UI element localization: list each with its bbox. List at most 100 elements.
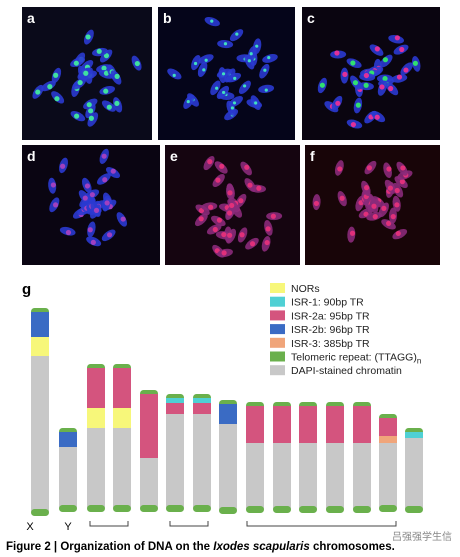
chromosome-segment (273, 406, 291, 443)
telomere (59, 505, 77, 512)
signal (363, 82, 369, 88)
chromosome-segment (193, 403, 211, 414)
legend-label: ISR-2b: 96bp TR (291, 324, 370, 336)
panel-label: b (163, 10, 172, 26)
signal (364, 185, 370, 191)
legend-label: ISR-3: 385bp TR (291, 338, 370, 350)
signal (313, 200, 320, 207)
signal (53, 72, 59, 78)
signal (349, 230, 356, 236)
signal (74, 113, 80, 119)
legend-swatch (270, 365, 285, 376)
signal (47, 84, 53, 90)
signal (172, 73, 176, 77)
signal (270, 213, 276, 219)
chromosome-segment (219, 424, 237, 510)
signal (342, 71, 348, 77)
signal (215, 86, 219, 90)
panel-label: f (310, 148, 315, 164)
signal (265, 226, 271, 232)
signal (264, 239, 270, 246)
chromosome-segment (379, 418, 397, 436)
legend-label: Telomeric repeat: (TTAGG)n (291, 352, 421, 366)
signal (390, 214, 396, 220)
telomere (299, 506, 317, 513)
chromosome-segment (193, 414, 211, 508)
signal (256, 185, 262, 191)
chromosome-segment (379, 436, 397, 443)
signal (110, 168, 116, 174)
signal (82, 195, 88, 201)
signal (235, 32, 239, 36)
caption-text: Figure 2 | Organization of DNA on the (6, 541, 213, 553)
panel-label: g (22, 281, 31, 298)
signal (238, 198, 244, 204)
chromosome-segment (246, 406, 264, 443)
panel-label: c (307, 10, 315, 26)
signal (60, 163, 66, 169)
chromosome-segment (299, 443, 317, 509)
telomere (273, 506, 291, 513)
legend-text: ISR-3: 385bp TR (291, 338, 370, 350)
legend-text: DAPI-stained chromatin (291, 365, 402, 377)
telomere (379, 505, 397, 512)
legend-swatch (270, 324, 285, 335)
chromosome-segment (113, 368, 131, 408)
signal (227, 232, 233, 238)
signal (54, 96, 60, 102)
signal (90, 239, 96, 245)
telomere (140, 505, 158, 512)
signal (267, 55, 271, 60)
chromosome-segment (353, 406, 371, 443)
signal (226, 210, 233, 216)
legend-text: Telomeric repeat: (TTAGG) (291, 352, 417, 364)
signal (73, 60, 79, 66)
signal (255, 44, 259, 48)
chromosome-segment (193, 398, 211, 403)
signal (86, 102, 92, 108)
telomere (87, 505, 105, 512)
signal (249, 52, 253, 56)
legend-text: ISR-2a: 95bp TR (291, 310, 370, 322)
signal (223, 42, 228, 46)
signal (363, 72, 369, 79)
signal (372, 214, 378, 220)
chromosome-segment (166, 403, 184, 414)
signal (216, 217, 223, 223)
signal (379, 84, 385, 90)
signal (232, 101, 237, 105)
signal (52, 202, 59, 208)
signal (247, 182, 253, 188)
signal (134, 60, 140, 67)
caption-text: chromosomes. (310, 541, 395, 553)
signal (394, 35, 400, 41)
signal (88, 108, 94, 114)
chromosome-segment (59, 432, 77, 447)
caption: Figure 2 | Organization of DNA on the Ix… (6, 541, 395, 553)
chromosome-segment (140, 458, 158, 508)
signal (215, 177, 221, 183)
chromosome-segment (113, 408, 131, 428)
signal (208, 204, 214, 210)
signal (382, 57, 389, 63)
signal (403, 67, 409, 73)
signal (399, 179, 405, 185)
signal (219, 163, 225, 169)
signal (412, 60, 418, 66)
signal (193, 61, 198, 66)
signal (387, 185, 394, 191)
telomere (193, 505, 211, 512)
legend-swatch (270, 283, 285, 293)
signal (93, 207, 100, 213)
signal (388, 85, 394, 92)
signal (395, 230, 401, 237)
signal (396, 74, 403, 80)
signal (77, 79, 83, 86)
signal (394, 202, 400, 208)
signal (106, 232, 113, 238)
chromosome-segment (166, 398, 184, 403)
signal (102, 177, 108, 183)
signal (221, 72, 226, 76)
chromosome-segment (113, 428, 131, 508)
legend-label: ISR-2a: 95bp TR (291, 310, 370, 322)
